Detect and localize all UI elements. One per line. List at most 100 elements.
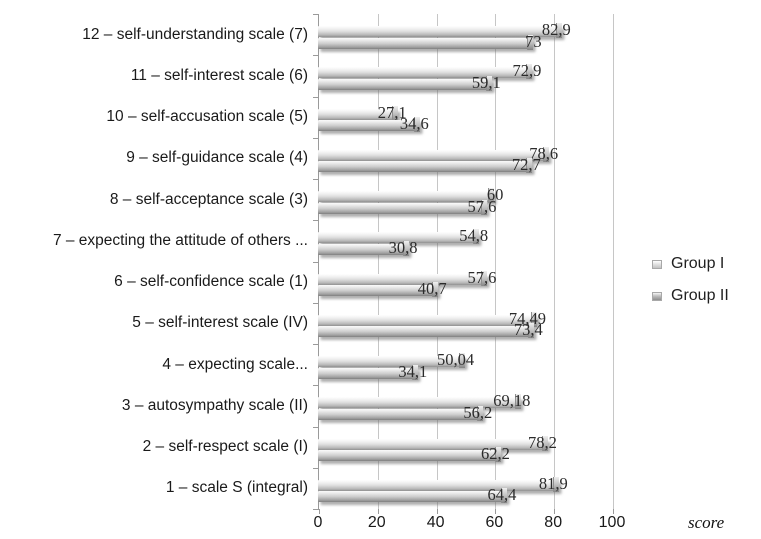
bar-group-i	[318, 270, 488, 286]
bar-group-i	[318, 188, 495, 203]
bar-group-i	[318, 435, 548, 451]
bar-end-cap	[402, 240, 409, 256]
category-label: 3 – autosympathy scale (II)	[121, 397, 308, 414]
y-axis-tick	[313, 14, 319, 15]
category-label: 1 – scale S (integral)	[165, 479, 308, 496]
bar-end-cap	[531, 311, 537, 327]
value-label: 57,6	[467, 196, 497, 216]
bar-end-cap	[501, 488, 508, 504]
bar-group-i	[318, 394, 522, 410]
bar-group-ii	[318, 447, 501, 462]
x-tick-label: 20	[367, 514, 386, 531]
legend-label: Group II	[671, 287, 729, 304]
bar-end-cap	[552, 476, 559, 492]
gridline	[436, 14, 438, 509]
value-label: 27,1	[377, 102, 407, 122]
bar-group-ii	[318, 488, 508, 504]
category-label: 5 – self-interest scale (IV)	[132, 314, 308, 331]
value-label: 81,9	[538, 473, 568, 493]
bar-end-cap	[494, 447, 501, 462]
x-tick-label: 60	[485, 514, 504, 531]
bar-group-i	[318, 229, 480, 245]
x-axis-tick	[319, 509, 320, 514]
x-tick-label: 40	[426, 514, 445, 531]
y-axis-tick	[313, 220, 319, 221]
bar-group-i	[318, 476, 559, 492]
value-label: 40,7	[417, 279, 447, 298]
gridline	[377, 14, 379, 509]
value-label: 73,4	[513, 320, 543, 340]
legend-item: Group II	[652, 287, 729, 305]
value-label: 74,49	[508, 308, 546, 328]
bar-end-cap	[488, 188, 495, 203]
category-label: 10 – self-accusation scale (5)	[106, 108, 308, 125]
value-label: 72,9	[512, 61, 542, 81]
bar-group-ii	[318, 117, 420, 132]
bar-group-i	[318, 311, 537, 327]
y-axis-tick	[313, 303, 319, 304]
gridline	[495, 14, 497, 509]
bar-group-ii	[318, 282, 438, 297]
bar-end-cap	[481, 199, 488, 215]
bar-end-cap	[481, 270, 488, 286]
category-label: 7 – expecting the attitude of others ...	[52, 232, 308, 249]
bar-end-cap	[485, 75, 492, 91]
bar-end-cap	[515, 394, 522, 410]
y-axis-tick	[313, 97, 319, 98]
gridline	[554, 14, 556, 509]
bar-end-cap	[543, 146, 550, 162]
bar-end-cap	[527, 323, 534, 339]
y-axis-tick	[313, 179, 319, 180]
category-label: 11 – self-interest scale (6)	[130, 67, 308, 84]
category-label: 12 – self-understanding scale (7)	[82, 26, 308, 43]
value-label: 72,7	[511, 155, 541, 175]
x-axis-tick	[436, 509, 438, 514]
y-axis-tick	[313, 509, 319, 510]
value-label: 34,6	[399, 114, 429, 133]
bar-end-cap	[431, 282, 438, 297]
y-axis-tick	[313, 385, 319, 386]
bar-group-ii	[318, 34, 533, 50]
bar-end-cap	[413, 117, 420, 132]
bar-group-i	[318, 146, 550, 162]
x-axis-tick	[377, 509, 379, 514]
y-axis-tick	[313, 138, 319, 139]
y-axis-tick	[313, 468, 319, 469]
category-label: 8 – self-acceptance scale (3)	[109, 191, 308, 208]
value-label: 64,4	[487, 485, 517, 505]
legend-marker-icon	[652, 291, 662, 301]
bar-group-ii	[318, 75, 492, 91]
value-label: 30,8	[388, 237, 418, 257]
x-tick-label: 100	[598, 514, 626, 531]
bar-end-cap	[391, 105, 398, 121]
plot-area	[313, 14, 621, 514]
bar-group-i	[318, 353, 466, 368]
value-label: 34,1	[398, 361, 428, 381]
value-label: 56,2	[463, 402, 493, 422]
value-label: 59,1	[471, 72, 501, 92]
bar-group-i	[318, 23, 562, 38]
category-label: 9 – self-guidance scale (4)	[126, 149, 308, 166]
y-axis-tick	[313, 262, 319, 263]
x-tick-label: 0	[313, 514, 323, 531]
bar-end-cap	[526, 34, 533, 50]
value-label: 60	[486, 185, 504, 204]
bar-end-cap	[473, 229, 480, 245]
x-axis-tick	[554, 509, 556, 514]
legend-item: Group I	[652, 255, 724, 273]
category-label: 2 – self-respect scale (I)	[142, 438, 308, 455]
bar-group-ii	[318, 364, 419, 380]
y-axis-tick	[313, 427, 319, 428]
value-label: 78,2	[528, 432, 557, 452]
bar-end-cap	[525, 158, 532, 174]
x-axis-title: score	[688, 513, 725, 532]
value-label: 73	[525, 31, 542, 51]
bar-group-ii	[318, 199, 488, 215]
category-label: 4 – expecting scale...	[162, 356, 308, 373]
gridline	[613, 14, 614, 509]
x-axis-tick	[495, 509, 497, 514]
value-label: 78,6	[529, 143, 559, 163]
bar-group-ii	[318, 158, 532, 174]
legend-label: Group I	[671, 255, 725, 272]
